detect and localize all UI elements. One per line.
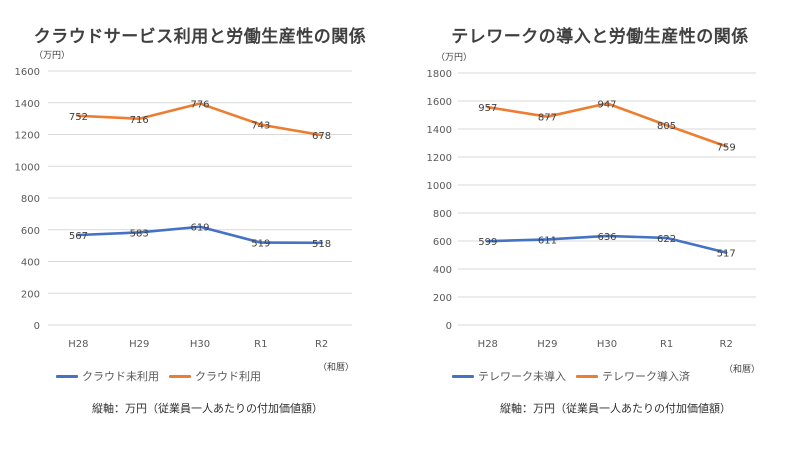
y-unit-label: （万円） xyxy=(34,51,71,61)
y-tick-label: 1400 xyxy=(15,99,40,110)
data-label: 636 xyxy=(597,232,616,243)
data-label: 805 xyxy=(657,121,676,132)
data-label: 567 xyxy=(69,231,88,242)
legend-swatch-orange xyxy=(576,374,598,378)
y-tick-label: 200 xyxy=(433,293,452,304)
legend-swatch-blue xyxy=(452,374,474,378)
y-tick-label: 200 xyxy=(21,289,40,300)
line-chart-cloud: 0 200 400 600 800 1000 1200 1400 1600 H28 H29 H30 R1… xyxy=(15,67,352,350)
x-tick-label: H28 xyxy=(68,339,88,350)
x-tick-label: R1 xyxy=(254,339,267,350)
data-label: 619 xyxy=(190,223,209,234)
y-tick-label: 0 xyxy=(34,321,40,332)
y-tick-label: 800 xyxy=(433,209,452,220)
y-tick-label: 1200 xyxy=(15,131,40,142)
data-label: 678 xyxy=(312,131,331,142)
chart-panel-telework: テレワークの導入と労働生産性の関係 （万円） 0 200 400 600 800 1000… xyxy=(400,0,800,450)
axis-note: 縦軸：万円（従業員一人あたりの付加価値額） xyxy=(92,402,323,415)
y-tick-label: 1800 xyxy=(427,69,452,80)
chart-panel-cloud: クラウドサービス利用と労働生産性の関係 （万円） 0 200 400 600 800 10… xyxy=(15,27,367,415)
data-label: 957 xyxy=(478,103,497,114)
x-tick-label: H28 xyxy=(478,339,498,350)
legend-item-series-2: テレワーク導入済 xyxy=(576,368,690,384)
data-label: 583 xyxy=(130,228,149,239)
data-label: 877 xyxy=(538,113,557,124)
data-label: 622 xyxy=(657,234,676,245)
x-tick-label: R2 xyxy=(315,339,328,350)
data-label: 759 xyxy=(717,142,736,153)
data-label: 947 xyxy=(597,99,616,110)
data-label: 517 xyxy=(717,249,736,260)
legend: クラウド未利用 クラウド利用 xyxy=(56,368,271,384)
data-label: 611 xyxy=(538,235,557,246)
legend-item-series-2: クラウド利用 xyxy=(169,368,261,384)
y-tick-label: 1600 xyxy=(15,67,40,78)
x-tick-label: R2 xyxy=(720,339,733,350)
legend-label: テレワーク未導入 xyxy=(478,370,566,383)
data-label: 776 xyxy=(190,100,209,111)
y-tick-label: 1000 xyxy=(15,162,40,173)
x-tick-label: H30 xyxy=(597,339,617,350)
y-tick-label: 600 xyxy=(21,226,40,237)
data-label: 743 xyxy=(251,121,270,132)
legend-swatch-blue xyxy=(56,374,78,378)
legend: テレワーク未導入 テレワーク導入済 xyxy=(452,368,700,384)
y-tick-label: 400 xyxy=(21,258,40,269)
y-tick-label: 600 xyxy=(433,237,452,248)
y-unit-label: （万円） xyxy=(436,53,473,63)
chart-title: テレワークの導入と労働生産性の関係 xyxy=(451,27,749,47)
y-tick-label: 1400 xyxy=(427,125,452,136)
x-tick-label: H30 xyxy=(190,339,210,350)
y-tick-label: 1200 xyxy=(427,153,452,164)
y-tick-label: 1000 xyxy=(427,181,452,192)
axis-note: 縦軸：万円（従業員一人あたりの付加価値額） xyxy=(500,402,731,415)
legend-label: テレワーク導入済 xyxy=(602,370,690,383)
data-label: 519 xyxy=(251,239,270,250)
y-tick-label: 400 xyxy=(433,265,452,276)
x-era-label: （和暦） xyxy=(318,363,355,373)
data-label: 599 xyxy=(478,237,497,248)
chart-title: クラウドサービス利用と労働生産性の関係 xyxy=(33,27,367,47)
data-label: 752 xyxy=(69,112,88,123)
y-tick-label: 0 xyxy=(446,321,452,332)
x-tick-label: H29 xyxy=(129,339,149,350)
data-label: 518 xyxy=(312,239,331,250)
legend-item-series-1: テレワーク未導入 xyxy=(452,368,566,384)
x-tick-label: H29 xyxy=(537,339,557,350)
legend-swatch-orange xyxy=(169,374,191,378)
line-chart-telework: 0 200 400 600 800 1000 1200 1400 1600 1800 H28 H29 H… xyxy=(427,69,756,350)
legend-item-series-1: クラウド未利用 xyxy=(56,368,159,384)
y-tick-label: 1600 xyxy=(427,97,452,108)
x-era-label: （和暦） xyxy=(724,365,761,375)
y-tick-label: 800 xyxy=(21,194,40,205)
legend-label: クラウド未利用 xyxy=(82,370,159,383)
data-label: 716 xyxy=(130,115,149,126)
legend-label: クラウド利用 xyxy=(195,370,261,383)
x-tick-label: R1 xyxy=(660,339,673,350)
